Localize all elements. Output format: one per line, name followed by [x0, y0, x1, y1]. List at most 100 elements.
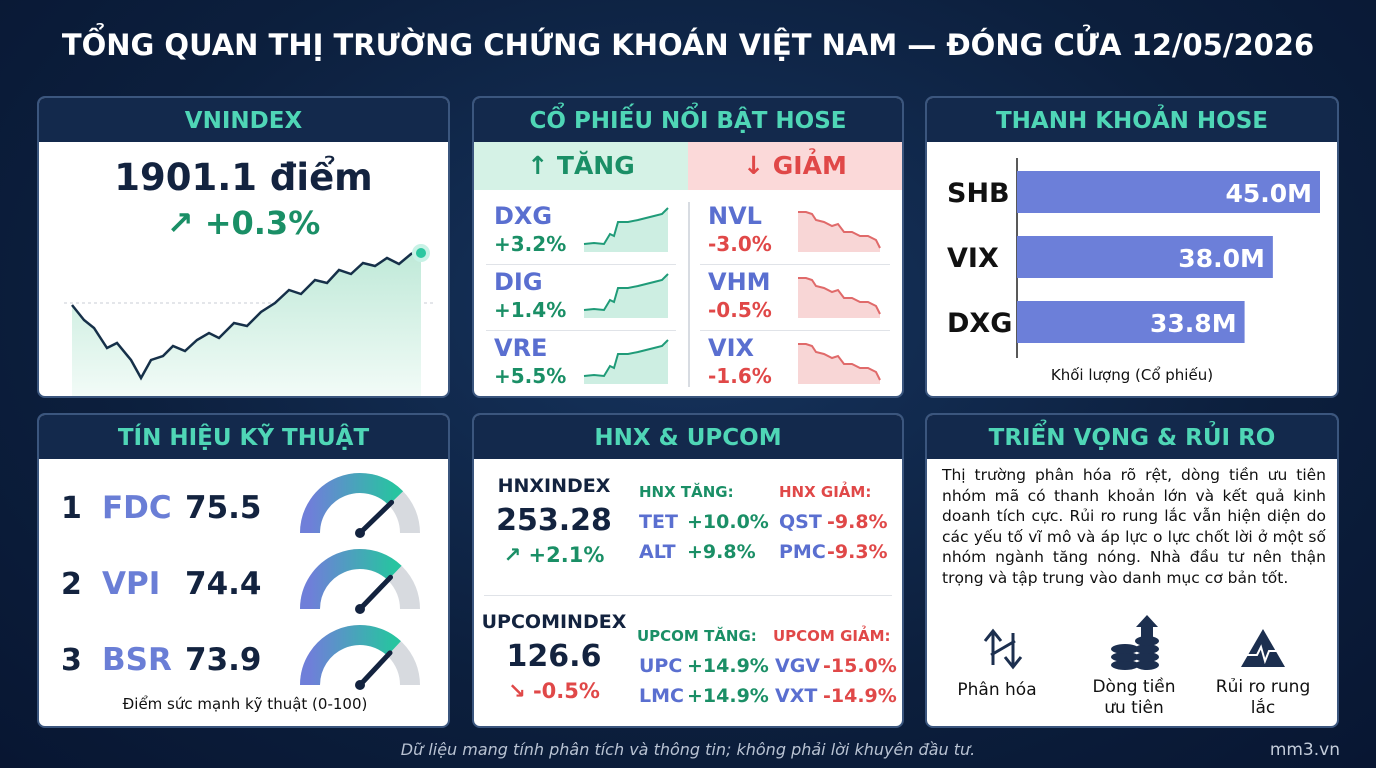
spark-line: [798, 211, 881, 249]
ticker: VXT: [775, 685, 818, 707]
down-heading: HNX GIẢM:: [779, 483, 872, 501]
change: -14.9%: [823, 685, 897, 707]
spark-line: [583, 339, 669, 378]
change: +14.9%: [687, 685, 769, 707]
last-point: [412, 244, 430, 262]
ticker: FDC: [102, 490, 172, 526]
liquidity-panel: THANH KHOẢN HOSE Khối lượng (Cổ phiếu) S…: [925, 96, 1339, 398]
change: +5.5%: [494, 364, 567, 388]
ticker: BSR: [102, 642, 172, 678]
value-label: 45.0M: [1225, 179, 1312, 208]
value-label: 33.8M: [1150, 309, 1237, 338]
icons: [983, 615, 1285, 670]
category-label: SHB: [947, 178, 1010, 209]
stocks-panel: CỔ PHIẾU NỔI BẬT HOSE ↑ TĂNG ↓ GIẢM DXG +…: [472, 96, 904, 398]
up-heading: UPCOM TĂNG:: [637, 627, 757, 645]
brand: mm3.vn: [1269, 740, 1340, 760]
technical-panel: TÍN HIỆU KỸ THUẬT Điểm sức mạnh kỹ thuật…: [37, 413, 450, 728]
sparkline: [583, 207, 669, 252]
ticker: LMC: [639, 685, 684, 707]
ticker: DXG: [494, 202, 553, 230]
change: +9.8%: [687, 541, 756, 563]
outlook-text: Thị trường phân hóa rõ rệt, dòng tiền ưu…: [942, 466, 1326, 587]
ticker: VIX: [708, 334, 755, 362]
needle-hub: [355, 528, 365, 538]
sparkline: [583, 273, 669, 318]
change: -0.5%: [708, 298, 772, 322]
category-label: VIX: [947, 243, 999, 274]
panel-heading: TRIỂN VỌNG & RỦI RO: [927, 415, 1337, 459]
bar: [1017, 236, 1273, 278]
needle-hub: [355, 680, 365, 690]
ticker: VPI: [102, 566, 160, 602]
spark-area: [584, 208, 668, 252]
bar-chart: Khối lượng (Cổ phiếu) SHB 45.0M VIX 38.0M DX…: [947, 158, 1320, 384]
up-label: ↑ TĂNG: [474, 142, 688, 190]
row-divider: [486, 264, 676, 265]
ticker: PMC: [779, 541, 826, 563]
page-title: TỔNG QUAN THỊ TRƯỜNG CHỨNG KHOÁN VIỆT NA…: [61, 28, 1315, 62]
index-value: 1901.1 điểm: [114, 156, 373, 199]
ticker: UPC: [639, 655, 683, 677]
icon-label: Rủi ro rung lắc: [1215, 677, 1311, 718]
spark-line: [798, 343, 881, 381]
spark-line: [583, 273, 669, 312]
gauge-fill: [300, 625, 401, 686]
row-divider: [700, 264, 890, 265]
vnindex-panel: VNINDEX 1901.1 điểm ↗ +0.3%: [37, 96, 450, 398]
score: 74.4: [185, 566, 262, 602]
gauge-needle: [357, 499, 395, 536]
up-heading: HNX TĂNG:: [639, 483, 734, 501]
disclaimer: Dữ liệu mang tính phân tích và thông tin…: [400, 740, 976, 759]
gauge-needle: [357, 650, 393, 688]
row-divider: [486, 330, 676, 331]
divider: [688, 202, 690, 387]
sparkline: [798, 343, 881, 384]
panel-heading: THANH KHOẢN HOSE: [927, 98, 1337, 142]
ticker: NVL: [708, 202, 762, 230]
index-name: HNXINDEX: [497, 475, 611, 497]
bar: [1017, 171, 1320, 213]
score: 75.5: [185, 490, 262, 526]
ticker: DIG: [494, 268, 543, 296]
spark-area: [584, 340, 668, 384]
gauges: Điểm sức mạnh kỹ thuật (0-100) 1 FDC 75.5 2…: [61, 473, 420, 713]
rank: 2: [61, 567, 82, 602]
down-heading: UPCOM GIẢM:: [773, 627, 891, 645]
change: +1.4%: [494, 298, 567, 322]
row-divider: [700, 330, 890, 331]
index-change: ↗ +0.3%: [166, 204, 321, 242]
change: +3.2%: [494, 232, 567, 256]
change: -3.0%: [708, 232, 772, 256]
change: -9.8%: [827, 511, 888, 533]
panel-heading: VNINDEX: [39, 98, 448, 142]
index-change: ↗ +2.1%: [503, 543, 605, 567]
spark-line: [583, 207, 669, 246]
panel-heading: TÍN HIỆU KỸ THUẬT: [39, 415, 448, 459]
rank: 1: [61, 491, 82, 526]
rank: 3: [61, 643, 82, 678]
sparkline: [798, 211, 881, 252]
bar: [1017, 301, 1245, 343]
index-value: 126.6: [506, 639, 602, 674]
gauge-needle: [357, 574, 394, 612]
risk-icon: [1241, 629, 1285, 667]
divider: [484, 595, 892, 596]
gauge-fill: [300, 549, 402, 610]
ticker: VHM: [708, 268, 771, 296]
index-value: 253.28: [496, 503, 612, 538]
change: -9.3%: [827, 541, 888, 563]
index-line: [71, 248, 422, 381]
spark-area: [798, 344, 880, 384]
sparkline: [583, 339, 669, 384]
ticker: TET: [639, 511, 678, 533]
panel-heading: HNX & UPCOM: [474, 415, 902, 459]
icon-label: Dòng tiền ưu tiên: [1092, 677, 1176, 718]
index-change: ↘ -0.5%: [508, 679, 600, 703]
gauge-fill: [300, 473, 404, 534]
spark-line: [798, 277, 881, 315]
divergence-icon: [983, 628, 1023, 670]
change: -1.6%: [708, 364, 772, 388]
ticker: ALT: [639, 541, 676, 563]
